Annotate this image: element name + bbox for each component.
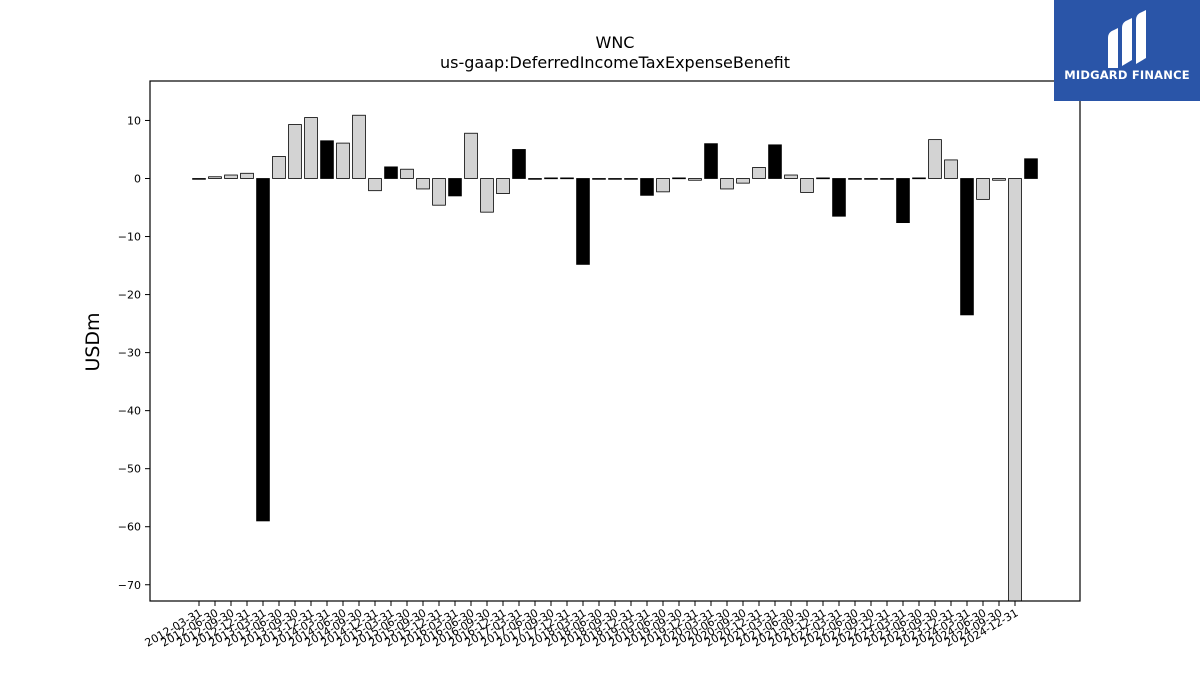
bar	[960, 178, 974, 316]
bar	[288, 124, 302, 179]
bar	[480, 178, 494, 213]
bar	[1024, 158, 1038, 179]
bar	[224, 174, 238, 179]
bar	[608, 178, 622, 180]
bar	[256, 178, 270, 522]
bar	[736, 178, 750, 184]
bar	[656, 178, 670, 193]
bar	[592, 178, 606, 180]
y-tick-label: −20	[118, 289, 141, 302]
logo-mark-icon	[1108, 10, 1146, 68]
bar	[624, 178, 638, 180]
bar	[320, 140, 334, 179]
y-axis: 10 0 −10 −20 −30 −40 −50 −60 −70	[118, 114, 150, 592]
bar	[208, 176, 222, 179]
bar	[1008, 178, 1022, 601]
bar	[912, 177, 926, 180]
bar	[768, 144, 782, 179]
bar	[384, 166, 398, 179]
bar	[752, 167, 766, 179]
bar	[464, 132, 478, 179]
y-tick-label: −60	[118, 521, 141, 534]
bar	[192, 178, 206, 180]
bar	[928, 139, 942, 179]
bar	[528, 178, 542, 180]
bar	[496, 178, 510, 194]
bar	[544, 177, 558, 180]
bar	[688, 178, 702, 181]
bar	[272, 156, 286, 179]
bar	[432, 178, 446, 206]
bar	[448, 178, 462, 197]
bar	[864, 178, 878, 180]
bar	[416, 178, 430, 190]
bar	[640, 178, 654, 196]
bar	[784, 174, 798, 179]
bar	[880, 178, 894, 180]
y-tick-label: 10	[127, 114, 141, 127]
chart-title: WNC	[596, 33, 635, 52]
bar	[400, 168, 414, 179]
y-tick-label: 0	[134, 173, 141, 186]
bar	[848, 178, 862, 180]
brand-logo: MIDGARD FINANCE	[1054, 0, 1200, 101]
bar	[944, 159, 958, 179]
y-tick-label: −40	[118, 405, 141, 418]
y-tick-label: −50	[118, 463, 141, 476]
y-tick-label: −30	[118, 347, 141, 360]
bar	[832, 178, 846, 217]
plot-frame	[149, 80, 1081, 602]
bar	[576, 178, 590, 265]
bar	[560, 177, 574, 180]
bar	[816, 177, 830, 180]
bar	[992, 178, 1006, 181]
chart-subtitle: us-gaap:DeferredIncomeTaxExpenseBenefit	[440, 53, 790, 72]
bar	[720, 178, 734, 190]
bar	[240, 172, 254, 179]
bar	[512, 149, 526, 179]
y-tick-label: −10	[118, 231, 141, 244]
bar	[352, 114, 366, 179]
bar	[368, 178, 382, 192]
bar	[800, 178, 814, 193]
logo-text: MIDGARD FINANCE	[1064, 68, 1190, 82]
bar	[896, 178, 910, 224]
bars-group	[192, 114, 1038, 601]
bar	[336, 142, 350, 179]
bar	[672, 177, 686, 180]
y-tick-label: −70	[118, 579, 141, 592]
x-axis: 2012-03-312012-06-302012-09-302012-12-31…	[143, 601, 1021, 650]
bar	[704, 143, 718, 179]
bar	[304, 117, 318, 179]
bar	[976, 178, 990, 200]
y-axis-label: USDm	[82, 312, 104, 371]
